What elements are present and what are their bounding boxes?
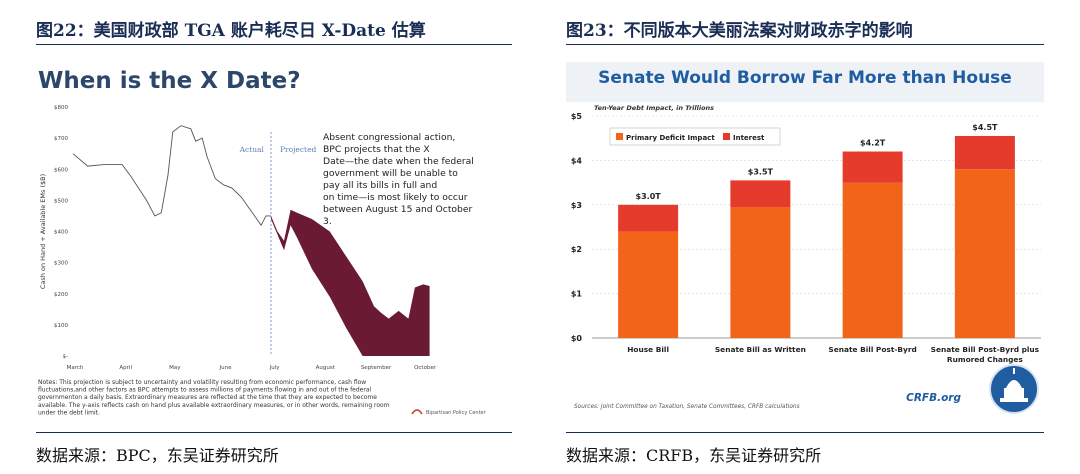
y-tick-label: $2 [571, 245, 582, 254]
bar-primary-deficit [730, 207, 791, 338]
x-date-chart: When is the X Date? $800 $700 $600 $500 $400… [36, 62, 512, 424]
y-tick-label: $800 [54, 105, 68, 111]
projection-band [271, 209, 430, 356]
notes-text: Notes: This projection is subject to unc… [38, 379, 390, 416]
source-note: Sources: Joint Committee on Taxation, Se… [574, 404, 800, 410]
y-tick-label: $100 [54, 323, 68, 329]
y-tick-label: $700 [54, 136, 68, 142]
bar-interest [842, 151, 903, 183]
legend-box [609, 127, 781, 146]
y-tick-label: $500 [54, 198, 68, 204]
bpc-logo-icon [411, 409, 423, 415]
brand-text: CRFB.org [906, 392, 961, 404]
region-label-actual: Actual [239, 145, 265, 154]
chart-title: Senate Would Borrow Far More than House [598, 68, 1012, 88]
bottom-rule-right [566, 432, 1044, 433]
y-tick-label: $5 [571, 112, 583, 121]
y-tick-label: $200 [54, 292, 68, 298]
title-rule-right [566, 44, 1044, 45]
debt-impact-plot: Ten-Year Debt Impact, in Trillions $0 $1 $2… [571, 104, 1041, 414]
source-right: 数据来源：CRFB，东吴证券研究所 [566, 446, 822, 465]
bar-interest [730, 180, 791, 208]
y-tick-label: $400 [54, 230, 68, 236]
x-tick-label: May [169, 365, 181, 371]
y-tick-label: $1 [571, 290, 583, 299]
y-tick-label: $600 [54, 167, 68, 173]
x-tick-label: August [316, 365, 336, 371]
data-label: $4.5T [972, 123, 998, 132]
title-rule-left [36, 44, 512, 45]
x-tick-label: Senate Bill as Written [715, 345, 806, 354]
x-tick-label: October [414, 365, 437, 371]
capitol-dome-icon [1000, 368, 1028, 402]
source-left: 数据来源：BPC，东吴证券研究所 [36, 446, 279, 465]
legend-label: Interest [733, 134, 765, 142]
data-label: $3.5T [748, 167, 774, 176]
x-tick-label: Senate Bill Post-Byrd [828, 345, 916, 354]
x-tick-label: Senate Bill Post-Byrd plus Rumored Change… [931, 345, 1040, 364]
x-tick-label: March [67, 365, 84, 371]
figure-title-left: 图22：美国财政部 TGA 账户耗尽日 X-Date 估算 [36, 21, 426, 41]
bar-primary-deficit [954, 169, 1015, 338]
data-label: $4.2T [860, 139, 886, 148]
data-label: $3.0T [636, 192, 662, 201]
legend-swatch [723, 133, 730, 140]
y-axis-label: Cash on Hand + Available EMs ($B) [39, 174, 47, 289]
x-tick-label: June [219, 365, 233, 371]
bar-interest [618, 204, 679, 232]
chart-header [566, 62, 1044, 102]
debt-impact-chart: Senate Would Borrow Far More than House … [566, 62, 1044, 424]
figure-title-right: 图23：不同版本大美丽法案对财政赤字的影响 [566, 21, 913, 41]
x-tick-label: July [269, 365, 281, 371]
bar-primary-deficit [618, 231, 679, 338]
y-tick-label: $3 [571, 201, 582, 210]
chart-subtitle: Ten-Year Debt Impact, in Trillions [594, 104, 714, 112]
region-label-projected: Projected [280, 145, 317, 154]
x-tick-label: House Bill [627, 345, 669, 354]
x-date-plot: $800 $700 $600 $500 $400 $300 $200 $100 $- Cash o… [38, 105, 487, 416]
y-tick-label: $0 [571, 334, 583, 343]
bar-interest [954, 135, 1015, 170]
x-tick-label: September [361, 365, 392, 371]
actual-cash-line [72, 125, 271, 227]
y-tick-label: $- [63, 354, 68, 360]
y-tick-label: $300 [54, 261, 68, 267]
bar-primary-deficit [842, 182, 903, 338]
y-tick-label: $4 [571, 156, 583, 165]
legend-label: Primary Deficit Impact [626, 134, 715, 142]
x-tick-label: April [119, 365, 132, 371]
credit-text: Bipartisan Policy Center [426, 410, 487, 416]
annotation-text: Absent congressional action, BPC projects… [323, 132, 474, 227]
chart-title: When is the X Date? [38, 68, 301, 94]
bottom-rule-left [36, 432, 512, 433]
legend-swatch [616, 133, 623, 140]
